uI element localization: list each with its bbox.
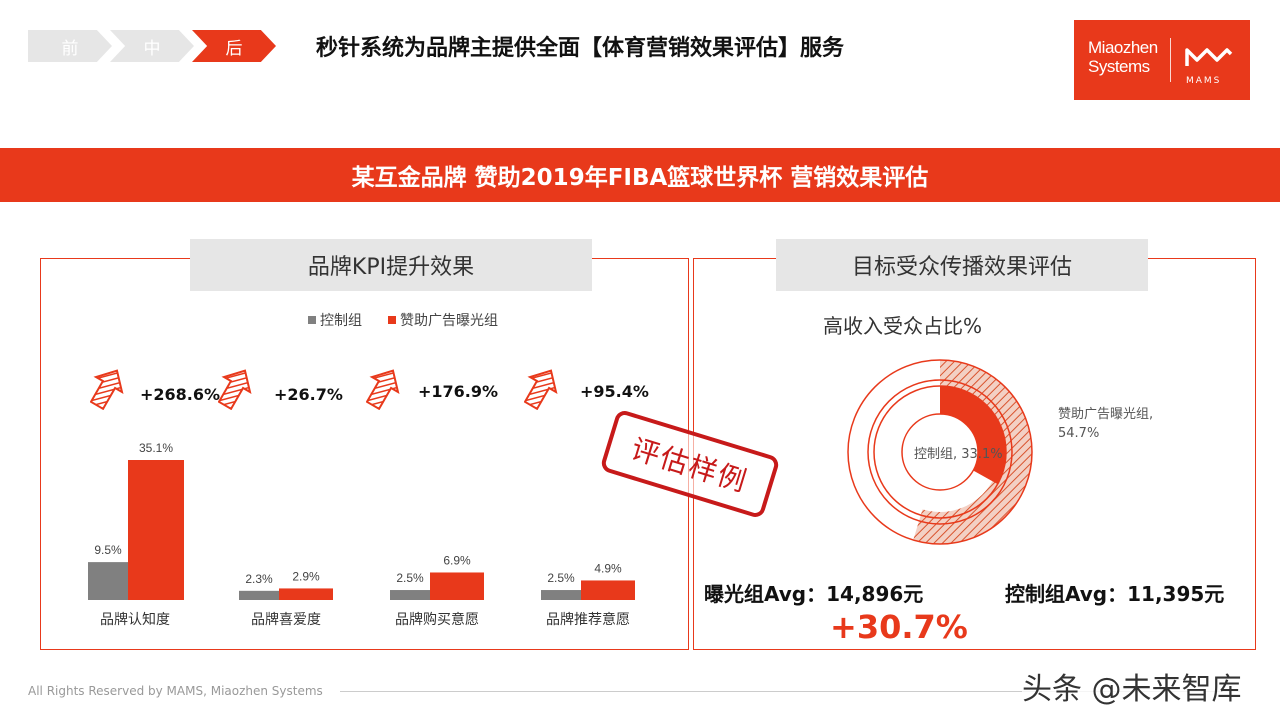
legend-swatch-exposed [388, 316, 396, 324]
bar-label-exposed-1: 2.9% [292, 569, 320, 583]
bar-label-exposed-3: 4.9% [594, 561, 622, 575]
kpi-bar-chart: 9.5% 35.1% 品牌认知度 2.3% 2.9% 品牌喜爱度 2.5% 6.9% 品牌购买意… [88, 441, 635, 628]
donut-label-exposed: 赞助广告曝光组, 54.7% [1058, 407, 1154, 441]
bar-label-control-3: 2.5% [547, 571, 575, 585]
logo-wordmark: Miaozhen Systems [1088, 38, 1158, 76]
donut-label-control: 控制组, 33.1% [914, 447, 1003, 462]
exposed-avg: 曝光组Avg：14,896元 [704, 582, 924, 606]
uplift-favorability: +26.7% [274, 385, 343, 404]
bar-label-exposed-2: 6.9% [443, 553, 471, 567]
page-title: 秒针系统为品牌主提供全面【体育营销效果评估】服务 [316, 36, 845, 61]
bar-exposed-3 [581, 580, 635, 600]
up-arrow-icon [524, 369, 558, 410]
uplift-recommend: +95.4% [580, 382, 649, 401]
uplift-purchase: +176.9% [418, 382, 499, 401]
breadcrumb-step-before[interactable]: 前 [28, 30, 112, 62]
up-arrow-icon [218, 369, 252, 410]
bar-control-3 [541, 590, 581, 600]
avg-delta: +30.7% [830, 608, 968, 646]
bar-label-control-0: 9.5% [94, 543, 122, 557]
bar-control-1 [239, 590, 279, 600]
bar-exposed-0 [128, 460, 184, 600]
section-banner: 某互金品牌 赞助2019年FIBA篮球世界杯 营销效果评估 [0, 148, 1280, 202]
uplift-awareness: +268.6% [140, 385, 221, 404]
logo-mams-text: MAMS [1186, 76, 1222, 86]
kpi-panel-title: 品牌KPI提升效果 [190, 239, 592, 291]
control-avg: 控制组Avg：11,395元 [1005, 582, 1225, 606]
breadcrumb: 前 中 后 [28, 30, 288, 62]
category-label-3: 品牌推荐意愿 [546, 611, 630, 628]
category-label-1: 品牌喜爱度 [251, 611, 321, 628]
donut-title: 高收入受众占比% [823, 314, 983, 338]
audience-panel-title: 目标受众传播效果评估 [776, 239, 1148, 291]
bar-label-control-2: 2.5% [396, 571, 424, 585]
category-label-2: 品牌购买意愿 [395, 611, 479, 628]
bar-control-2 [390, 590, 430, 600]
footer-copyright: All Rights Reserved by MAMS, Miaozhen Sy… [28, 684, 323, 698]
logo-divider [1170, 38, 1171, 82]
legend-item-control: 控制组 [308, 310, 362, 330]
legend-item-exposed: 赞助广告曝光组 [388, 310, 498, 330]
chart-legend: 控制组 赞助广告曝光组 [308, 310, 498, 330]
legend-swatch-control [308, 316, 316, 324]
bar-label-control-1: 2.3% [245, 572, 273, 586]
up-arrow-icon [366, 369, 400, 410]
bar-exposed-1 [279, 588, 333, 600]
footer-divider [340, 691, 1240, 692]
category-label-0: 品牌认知度 [100, 611, 170, 628]
bar-control-0 [88, 562, 128, 600]
company-logo: Miaozhen Systems MAMS [1074, 20, 1250, 100]
up-arrow-icon [90, 369, 124, 410]
mams-logo-icon [1185, 48, 1233, 66]
bar-exposed-2 [430, 572, 484, 600]
bar-label-exposed-0: 35.1% [139, 441, 173, 455]
watermark: 头条 @未来智库 [1022, 664, 1242, 708]
